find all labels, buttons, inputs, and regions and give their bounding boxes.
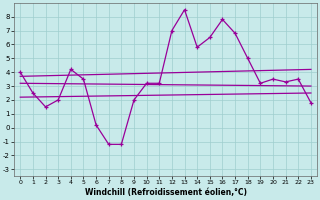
X-axis label: Windchill (Refroidissement éolien,°C): Windchill (Refroidissement éolien,°C) <box>84 188 247 197</box>
